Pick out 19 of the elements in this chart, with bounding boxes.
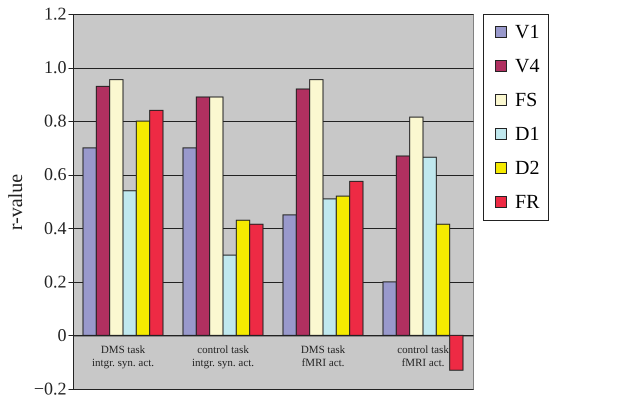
legend-label: D2 [515, 157, 540, 179]
x-tick-label: control task intgr. syn. act. [192, 344, 254, 369]
y-tick-label: 0.6 [44, 164, 66, 184]
legend-label: FS [515, 89, 538, 111]
y-tick-label: 0.4 [44, 218, 66, 238]
y-tick-label: 1.2 [44, 4, 66, 24]
legend-label: FR [515, 191, 540, 213]
y-tick-label: 1.0 [44, 57, 66, 78]
legend-label: V1 [515, 21, 540, 43]
y-tick-label: 0.2 [44, 271, 66, 292]
x-tick-label: control task fMRI act. [397, 344, 450, 369]
x-tick-label: DMS task fMRI act. [300, 344, 346, 369]
legend-label: D1 [515, 123, 540, 145]
x-tick-label: DMS task intgr. syn. act. [92, 344, 154, 369]
y-tick-label: 0 [58, 324, 66, 345]
y-tick-label: 0.8 [44, 110, 66, 131]
y-axis-title: r-value [4, 174, 27, 230]
legend-label: V4 [515, 55, 540, 77]
y-tick-label: −0.2 [34, 378, 66, 398]
